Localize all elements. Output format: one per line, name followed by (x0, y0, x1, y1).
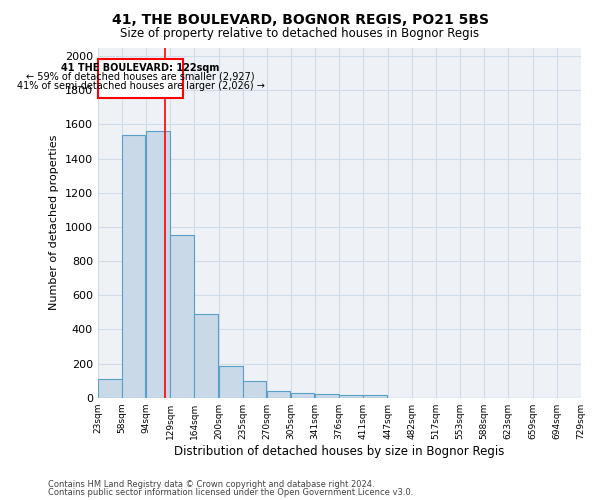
Text: 41% of semi-detached houses are larger (2,026) →: 41% of semi-detached houses are larger (… (17, 81, 265, 91)
Bar (316, 394, 339, 398)
Bar (267, 391, 290, 398)
Text: 41, THE BOULEVARD, BOGNOR REGIS, PO21 5BS: 41, THE BOULEVARD, BOGNOR REGIS, PO21 5B… (112, 12, 488, 26)
Text: Contains public sector information licensed under the Open Government Licence v3: Contains public sector information licen… (48, 488, 413, 497)
Bar (122, 134, 145, 398)
Bar (98, 379, 122, 398)
FancyBboxPatch shape (98, 58, 183, 98)
Text: Size of property relative to detached houses in Bognor Regis: Size of property relative to detached ho… (121, 28, 479, 40)
Text: Contains HM Land Registry data © Crown copyright and database right 2024.: Contains HM Land Registry data © Crown c… (48, 480, 374, 489)
Bar (243, 380, 266, 398)
Bar (363, 394, 387, 398)
Bar (219, 366, 242, 398)
X-axis label: Distribution of detached houses by size in Bognor Regis: Distribution of detached houses by size … (174, 444, 505, 458)
Text: 41 THE BOULEVARD: 122sqm: 41 THE BOULEVARD: 122sqm (61, 63, 220, 73)
Bar (146, 131, 170, 398)
Bar (340, 394, 363, 398)
Text: ← 59% of detached houses are smaller (2,927): ← 59% of detached houses are smaller (2,… (26, 72, 255, 82)
Bar (170, 236, 194, 398)
Bar (194, 314, 218, 398)
Bar (291, 393, 314, 398)
Y-axis label: Number of detached properties: Number of detached properties (49, 135, 59, 310)
